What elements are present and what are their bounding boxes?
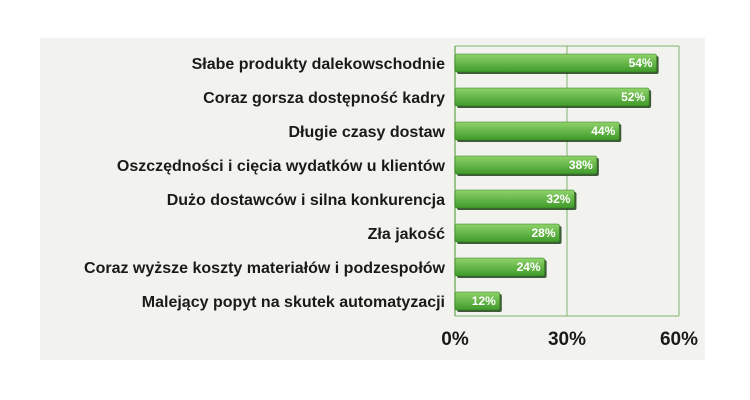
category-label: Słabe produkty dalekowschodnie (192, 56, 445, 73)
bar-value-label: 38% (569, 158, 593, 172)
category-label: Coraz gorsza dostępność kadry (203, 90, 445, 107)
bar (454, 291, 501, 311)
bar (454, 189, 575, 209)
category-label: Coraz wyższe koszty materiałów i podzesp… (84, 260, 446, 277)
bar (454, 121, 620, 141)
category-label: Malejący popyt na skutek automatyzacji (142, 294, 445, 311)
bar-value-label: 12% (472, 294, 496, 308)
bar (454, 155, 598, 175)
bar-layer: 54% 52% 44% 38% 32% 28% 24% 12% (454, 53, 659, 312)
x-tick-label: 30% (548, 329, 586, 350)
bar-value-label: 44% (591, 124, 615, 138)
x-tick-layer: 0% 30% 60% (441, 329, 698, 350)
category-label: Zła jakość (368, 226, 445, 243)
bar-value-label: 54% (629, 56, 653, 70)
category-label: Oszczędności i cięcia wydatków u klientó… (117, 158, 446, 175)
category-label-layer: Słabe produkty dalekowschodnie Coraz gors… (84, 56, 446, 311)
category-label: Długie czasy dostaw (289, 124, 446, 141)
bar-value-label: 28% (532, 226, 556, 240)
bar-value-label: 52% (621, 90, 645, 104)
category-label: Dużo dostawców i silna konkurencja (167, 192, 445, 209)
bar (454, 223, 560, 243)
bar (454, 257, 545, 277)
bar-value-label: 24% (517, 260, 541, 274)
bar (454, 53, 657, 73)
x-tick-label: 0% (441, 329, 469, 350)
x-tick-label: 60% (660, 329, 698, 350)
bar (454, 87, 650, 107)
bar-value-label: 32% (546, 192, 570, 206)
